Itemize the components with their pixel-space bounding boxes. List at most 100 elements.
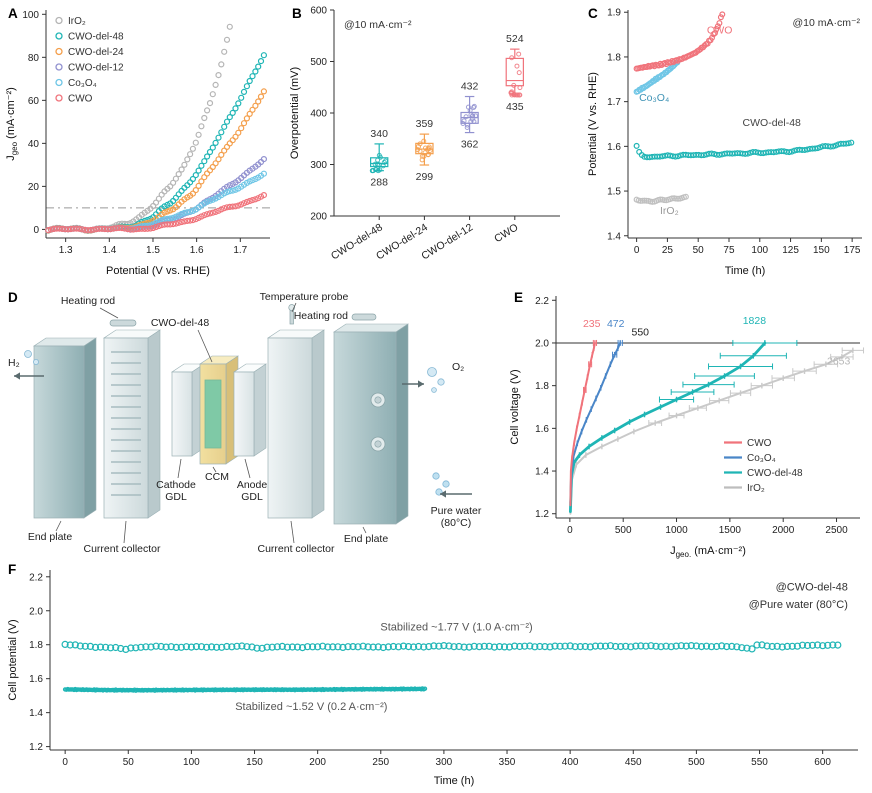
svg-text:0: 0: [62, 757, 68, 768]
legend: IrO₂ CWO-del-48 CWO-del-24 CWO-del-12 Co₃O₄ C…: [55, 16, 124, 105]
svg-text:1.7: 1.7: [233, 245, 247, 256]
svg-text:400: 400: [310, 109, 327, 120]
annotation: 472: [607, 318, 625, 330]
tick-labels: 0 25 50 75 100 125 150 175 1.4 1.5 1.6 1.7 1.8 1.9 Tim…: [587, 8, 861, 277]
port-top-icon: [370, 392, 386, 408]
temperature-probe-label: Temperature probe: [260, 291, 349, 303]
svg-text:CWO: CWO: [492, 221, 520, 245]
current-collector-right-label: Current collector: [257, 543, 335, 555]
end-plate-right-label: End plate: [344, 533, 389, 545]
svg-text:IrO₂: IrO₂: [747, 483, 765, 494]
series-current-1.0: [61, 640, 842, 654]
annotation: IrO₂: [660, 205, 679, 217]
svg-text:150: 150: [813, 245, 830, 256]
svg-text:25: 25: [662, 245, 674, 256]
current-collector-left-label: Current collector: [83, 543, 161, 555]
heating-rod-right-icon: [351, 313, 377, 321]
annotation: @10 mA·cm⁻²: [792, 17, 860, 29]
svg-text:1.8: 1.8: [607, 52, 621, 63]
chart-C-svg: 0 25 50 75 100 125 150 175 1.4 1.5 1.6 1.7 1.8 1.9 Tim…: [587, 8, 862, 277]
leader-line: [177, 458, 182, 479]
svg-text:Jgeo (mA·cm⁻²): Jgeo (mA·cm⁻²): [5, 87, 19, 161]
svg-text:CWO-del-12: CWO-del-12: [68, 63, 124, 74]
anode-gdl-label-line2: GDL: [241, 491, 263, 503]
water-drops-icon: [432, 472, 450, 496]
svg-text:1.8: 1.8: [29, 640, 43, 651]
panel-letter-d: D: [8, 290, 18, 305]
current-collector-left: [103, 329, 161, 519]
end-plate-left-label: End plate: [28, 531, 73, 543]
leader-line: [123, 520, 127, 544]
annotation: CWO-del-48: [743, 117, 802, 129]
anode-gdl: [233, 363, 267, 457]
annotation: @Pure water (80°C): [749, 599, 848, 611]
svg-text:500: 500: [688, 757, 705, 768]
o2-arrow-icon: [402, 380, 424, 388]
leader-line: [362, 526, 367, 534]
svg-text:150: 150: [246, 757, 263, 768]
svg-text:2.0: 2.0: [535, 338, 549, 349]
annotation: 2653: [827, 355, 851, 367]
svg-text:200: 200: [310, 212, 327, 223]
svg-text:1.2: 1.2: [29, 742, 43, 753]
svg-text:500: 500: [310, 57, 327, 68]
current-collector-right: [267, 329, 325, 519]
svg-text:1.2: 1.2: [535, 509, 549, 520]
svg-text:0: 0: [567, 525, 573, 536]
end-plate-right: [333, 323, 409, 525]
chart-E-svg: 0 500 1000 1500 2000 2500 1.2 1.4 1.6 1.8 2.0 2.2 Jg…: [509, 296, 865, 559]
svg-text:1.9: 1.9: [607, 8, 621, 19]
panel-b-boxplot-chart: 200 300 400 500 600 CWO-del-48 CWO-del-24 CWO-d…: [286, 2, 570, 285]
o2-label: O₂: [452, 361, 464, 373]
port-bottom-icon: [370, 436, 386, 452]
svg-text:1.6: 1.6: [607, 142, 621, 153]
svg-text:524: 524: [506, 33, 524, 45]
svg-text:1.4: 1.4: [607, 231, 621, 242]
chart-B-svg: 200300400500600CWO-del-48CWO-del-24CWO-d…: [289, 6, 560, 262]
heating-rod-left-label: Heating rod: [61, 295, 115, 307]
svg-text:Potential (V vs. RHE): Potential (V vs. RHE): [587, 72, 599, 176]
svg-text:1.4: 1.4: [102, 245, 116, 256]
annotation: 1828: [743, 315, 767, 327]
box-CWO-del-12: [460, 95, 479, 134]
box-CWO-del-24: [415, 133, 434, 166]
svg-text:435: 435: [506, 101, 524, 113]
water-arrow-icon: [440, 490, 472, 498]
svg-text:500: 500: [615, 525, 632, 536]
leader-line: [291, 302, 297, 313]
cathode-gdl-label: Cathode: [156, 479, 196, 491]
svg-text:50: 50: [123, 757, 135, 768]
svg-text:80: 80: [28, 53, 40, 64]
svg-text:0: 0: [634, 245, 640, 256]
leader-line: [290, 520, 295, 544]
svg-text:1.6: 1.6: [535, 424, 549, 435]
panel-f-durability-chart: 0 50 100 150 200 250 300 350 400 450 500 550 600 1.2 1…: [4, 560, 870, 793]
box-CWO: [505, 48, 524, 98]
ccm-label: CCM: [205, 471, 229, 483]
svg-text:1.8: 1.8: [535, 381, 549, 392]
annotation: Stabilized ~1.52 V (0.2 A·cm⁻²): [235, 701, 387, 713]
panel-c-stability-chart: 0 25 50 75 100 125 150 175 1.4 1.5 1.6 1.7 1.8 1.9 Tim…: [584, 2, 870, 285]
panel-d-electrolyzer-diagram: Heating rod CWO-del-48 Temperature probe He…: [4, 288, 504, 565]
svg-text:20: 20: [28, 182, 40, 193]
h2-label: H₂: [8, 357, 20, 369]
svg-text:100: 100: [22, 10, 39, 21]
svg-text:Co₃O₄: Co₃O₄: [747, 453, 776, 464]
annotation: @CWO-del-48: [776, 581, 848, 593]
svg-text:362: 362: [461, 139, 479, 151]
svg-text:CWO: CWO: [747, 438, 772, 449]
svg-text:200: 200: [309, 757, 326, 768]
svg-text:1500: 1500: [719, 525, 742, 536]
axes: [552, 296, 860, 522]
pure-water-label: Pure water: [431, 505, 482, 517]
svg-text:1.3: 1.3: [59, 245, 73, 256]
annotation: @10 mA·cm⁻²: [344, 19, 412, 31]
series-CWO-del-48: [569, 339, 798, 513]
leader-line: [244, 458, 251, 479]
svg-text:600: 600: [310, 6, 327, 17]
svg-text:Potential (V vs. RHE): Potential (V vs. RHE): [106, 265, 210, 277]
panel-letter-f: F: [8, 562, 17, 577]
leader-line: [212, 466, 217, 473]
svg-text:40: 40: [28, 139, 40, 150]
svg-text:600: 600: [814, 757, 831, 768]
